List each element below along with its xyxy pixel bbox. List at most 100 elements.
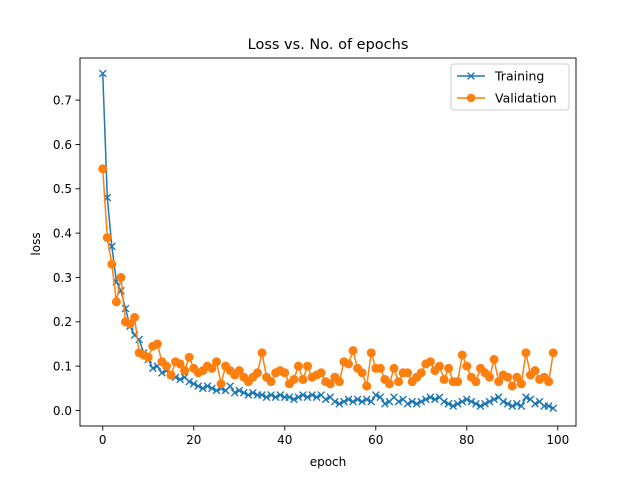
validation-point [544, 377, 554, 387]
series-layer [98, 69, 558, 413]
training-point [276, 391, 285, 399]
legend: Training Validation [450, 63, 570, 111]
y-tick-label: 0.2 [53, 315, 72, 329]
chart-title: Loss vs. No. of epochs [248, 37, 409, 53]
training-point [403, 399, 412, 408]
training-point [267, 391, 276, 399]
training-point [249, 388, 257, 397]
training-line [102, 73, 554, 409]
validation-point [530, 366, 540, 376]
training-point [503, 399, 512, 408]
validation-point [266, 377, 276, 387]
training-point [376, 393, 385, 402]
training-point [189, 379, 198, 388]
validation-point [334, 377, 344, 387]
training-point [198, 384, 207, 393]
training-point [176, 375, 185, 384]
training-point [98, 69, 107, 78]
training-point [230, 388, 239, 397]
validation-point [343, 359, 353, 369]
validation-point [175, 359, 185, 369]
validation-point [439, 374, 449, 384]
validation-point [366, 348, 376, 358]
training-point [344, 395, 353, 404]
training-point [271, 393, 280, 402]
validation-point [152, 339, 162, 349]
training-point [289, 395, 298, 404]
training-point [549, 404, 558, 413]
validation-point [125, 319, 135, 329]
training-point [426, 393, 435, 402]
validation-point [516, 379, 526, 389]
training-point [258, 391, 266, 399]
validation-point [507, 381, 517, 391]
training-point [353, 395, 362, 404]
validation-point [289, 374, 299, 384]
validation-point [471, 377, 481, 387]
training-point [471, 399, 480, 408]
validation-point [503, 372, 513, 382]
validation-point [375, 363, 385, 373]
training-point [194, 382, 203, 390]
validation-point [348, 346, 358, 356]
validation-point [111, 297, 121, 307]
x-tick-label: 40 [277, 433, 292, 447]
y-tick-label: 0.3 [53, 271, 72, 285]
validation-point [143, 352, 153, 362]
training-point [244, 391, 253, 399]
validation-point [252, 368, 262, 378]
training-point [467, 397, 476, 406]
validation-point [184, 352, 194, 362]
training-point [148, 364, 157, 373]
validation-point [425, 357, 435, 367]
training-point [490, 395, 498, 404]
training-point [412, 399, 421, 408]
validation-point [489, 354, 499, 364]
validation-point [462, 361, 472, 371]
training-point [499, 397, 508, 406]
validation-point [389, 363, 399, 373]
series-validation [98, 164, 558, 391]
training-point [517, 402, 526, 410]
training-point [421, 395, 430, 404]
training-point [308, 391, 316, 399]
validation-point [434, 361, 444, 371]
training-point [158, 368, 166, 377]
training-point [440, 397, 448, 406]
training-point [458, 397, 467, 406]
training-point [226, 382, 235, 390]
training-point [522, 393, 530, 402]
training-point [362, 395, 371, 404]
legend-entry-training: Training [457, 69, 544, 84]
validation-point [457, 350, 467, 360]
validation-point [384, 379, 394, 389]
x-tick-label: 60 [368, 433, 383, 447]
training-point [476, 402, 485, 410]
training-point [394, 397, 403, 406]
training-point [417, 397, 426, 406]
training-point [330, 397, 339, 406]
training-point [371, 391, 380, 399]
training-point [299, 391, 307, 399]
training-point [380, 399, 389, 408]
validation-point [166, 370, 176, 380]
validation-point [98, 164, 108, 174]
training-point [358, 397, 367, 406]
validation-point [303, 361, 313, 371]
training-point [453, 399, 462, 408]
y-tick-label: 0.5 [53, 182, 72, 196]
training-point [285, 393, 294, 402]
validation-point [485, 372, 495, 382]
validation-point [280, 368, 290, 378]
validation-point [394, 377, 404, 387]
training-point [235, 386, 244, 395]
training-point [481, 399, 489, 408]
x-tick-label: 20 [186, 433, 201, 447]
validation-point [216, 379, 226, 389]
legend-label-training: Training [494, 69, 544, 84]
training-point [239, 388, 248, 397]
legend-marker [466, 93, 476, 103]
legend-entry-validation: Validation [457, 91, 557, 106]
validation-point [180, 366, 190, 376]
